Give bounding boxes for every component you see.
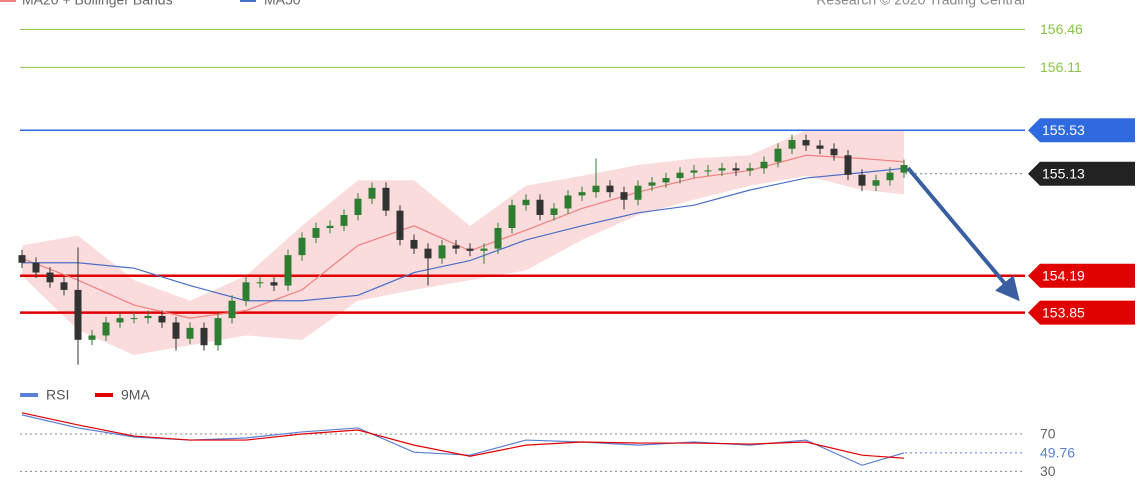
candle-body [522, 199, 530, 206]
candle-body [424, 248, 432, 259]
candle-body [452, 245, 460, 249]
candle-body [718, 168, 726, 171]
candle-body [438, 245, 446, 259]
legend-label: RSI [46, 387, 69, 403]
candle-body [74, 289, 82, 340]
candle-body [760, 161, 768, 169]
candle-body [354, 198, 362, 215]
candle-body [844, 155, 852, 175]
level-label: 156.11 [1040, 59, 1082, 75]
candle-body [466, 248, 474, 251]
legend-label: MA50 [264, 0, 301, 8]
level-label: 49.76 [1040, 445, 1075, 461]
candle-body [60, 282, 68, 290]
level-tag [1028, 263, 1135, 288]
candle-body [592, 185, 600, 193]
candle-body [564, 195, 572, 209]
candle-body [802, 140, 810, 146]
indicator-line [21, 414, 905, 466]
candle-body [256, 282, 264, 284]
candle-body [410, 239, 418, 249]
candle-body [46, 272, 54, 283]
candle-body [242, 282, 250, 301]
level-label: 153.85 [1042, 304, 1085, 320]
candle-body [634, 185, 642, 200]
level-label: 70 [1040, 426, 1056, 442]
candle-body [186, 327, 194, 339]
candle-body [32, 262, 40, 273]
candle-body [830, 148, 838, 156]
candle-body [396, 210, 404, 240]
candle-body [900, 165, 908, 173]
candle-body [788, 140, 796, 149]
candle-body [116, 318, 124, 323]
candle-body [368, 187, 376, 199]
candle-body [858, 174, 866, 186]
candle-body [200, 327, 208, 346]
legend-label: MA20 + Bollinger Bands [22, 0, 173, 8]
candle-body [662, 178, 670, 183]
candle-body [704, 170, 712, 172]
candle-body [18, 255, 26, 263]
candle-body [312, 228, 320, 238]
candle-body [578, 192, 586, 196]
candle-body [284, 255, 292, 286]
candle-body [144, 315, 152, 319]
indicator-line [21, 412, 905, 459]
candle-body [620, 192, 628, 200]
candle-body [382, 187, 390, 211]
candle-body [648, 182, 656, 186]
level-label: 154.19 [1042, 267, 1085, 283]
candle-body [340, 214, 348, 226]
candle-body [130, 318, 138, 320]
level-label: 30 [1040, 463, 1056, 479]
candle-body [270, 282, 278, 286]
candle-body [746, 168, 754, 171]
candle-body [872, 180, 880, 186]
candle-body [508, 205, 516, 228]
candle-body [102, 322, 110, 336]
ma-line [22, 167, 905, 302]
level-tag [1028, 300, 1135, 325]
candle-body [676, 172, 684, 179]
level-tag [1028, 118, 1135, 143]
legend-label: 9MA [121, 387, 150, 403]
candle-body [732, 168, 740, 171]
forecast-arrow [906, 166, 1020, 302]
legend-swatch [95, 393, 113, 397]
candle-body [536, 199, 544, 215]
candle-body [214, 318, 222, 346]
legend-swatch [20, 393, 38, 397]
candle-body [886, 172, 894, 181]
level-label: 155.13 [1042, 165, 1085, 181]
candle-body [480, 248, 488, 251]
candle-body [298, 237, 306, 256]
level-label: 156.46 [1040, 21, 1083, 37]
level-label: 155.53 [1042, 122, 1085, 138]
level-tag [1028, 161, 1135, 186]
candle-body [88, 335, 96, 340]
candle-body [326, 225, 334, 228]
candle-body [158, 315, 166, 323]
candle-body [690, 170, 698, 173]
candle-body [228, 300, 236, 319]
candle-body [606, 185, 614, 193]
candle-body [494, 228, 502, 249]
candle-body [774, 148, 782, 162]
candle-body [172, 322, 180, 339]
credit: Research © 2020 Trading Central [816, 0, 1025, 8]
candle-body [816, 145, 824, 149]
candle-body [550, 208, 558, 215]
